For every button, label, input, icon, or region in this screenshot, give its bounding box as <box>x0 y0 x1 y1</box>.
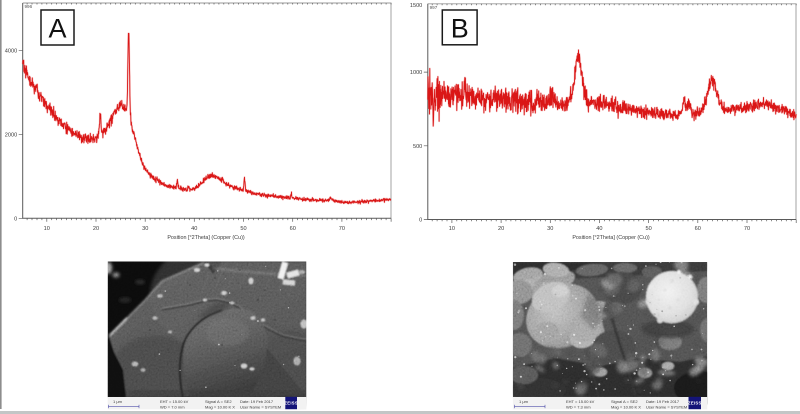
svg-text:70: 70 <box>744 226 750 232</box>
svg-text:60: 60 <box>290 226 296 232</box>
svg-text:Mag = 10.00 K X: Mag = 10.00 K X <box>611 405 641 410</box>
svg-text:996: 996 <box>25 4 33 9</box>
svg-text:997: 997 <box>430 5 438 10</box>
svg-text:User Name = SYSTEM: User Name = SYSTEM <box>646 405 687 410</box>
svg-text:1500: 1500 <box>410 3 422 9</box>
svg-text:0: 0 <box>14 216 17 222</box>
svg-text:1000: 1000 <box>410 70 422 76</box>
svg-text:20: 20 <box>93 226 99 232</box>
svg-text:ZEISS: ZEISS <box>688 401 702 406</box>
svg-text:1 μm: 1 μm <box>113 399 123 404</box>
svg-text:20: 20 <box>498 226 504 232</box>
svg-text:Signal A = SE2: Signal A = SE2 <box>205 399 232 404</box>
svg-text:Date: 19 Feb 2017: Date: 19 Feb 2017 <box>646 399 680 404</box>
svg-text:500: 500 <box>413 144 422 150</box>
svg-text:1 μm: 1 μm <box>519 399 529 404</box>
svg-text:10: 10 <box>449 226 455 232</box>
svg-text:Signal A = SE2: Signal A = SE2 <box>611 399 638 404</box>
svg-text:EHT = 15.00 kV: EHT = 15.00 kV <box>160 399 189 404</box>
svg-text:0: 0 <box>419 218 422 224</box>
svg-text:60: 60 <box>695 226 701 232</box>
svg-text:30: 30 <box>142 226 148 232</box>
svg-text:B: B <box>451 14 469 44</box>
svg-text:40: 40 <box>191 226 197 232</box>
svg-text:Position [°2Theta] (Copper (Cu: Position [°2Theta] (Copper (Cu)) <box>167 235 245 241</box>
svg-text:30: 30 <box>547 226 553 232</box>
svg-text:50: 50 <box>240 226 246 232</box>
svg-text:WD = 7.0 mm: WD = 7.0 mm <box>160 405 185 410</box>
svg-text:40: 40 <box>596 226 602 232</box>
svg-text:Mag = 10.00 K X: Mag = 10.00 K X <box>205 405 235 410</box>
svg-text:Position [°2Theta] (Copper (Cu: Position [°2Theta] (Copper (Cu)) <box>572 235 650 241</box>
svg-text:WD = 7.3 mm: WD = 7.3 mm <box>566 405 591 410</box>
svg-text:A: A <box>48 14 66 44</box>
svg-text:10: 10 <box>44 226 50 232</box>
svg-text:EHT = 15.00 kV: EHT = 15.00 kV <box>566 399 595 404</box>
svg-text:Date: 19 Feb 2017: Date: 19 Feb 2017 <box>240 399 274 404</box>
svg-text:70: 70 <box>339 226 345 232</box>
svg-text:User Name = SYSTEM: User Name = SYSTEM <box>240 405 281 410</box>
svg-text:ZEISS: ZEISS <box>284 401 298 406</box>
svg-text:4000: 4000 <box>5 48 17 54</box>
svg-text:2000: 2000 <box>5 132 17 138</box>
svg-text:50: 50 <box>645 226 651 232</box>
